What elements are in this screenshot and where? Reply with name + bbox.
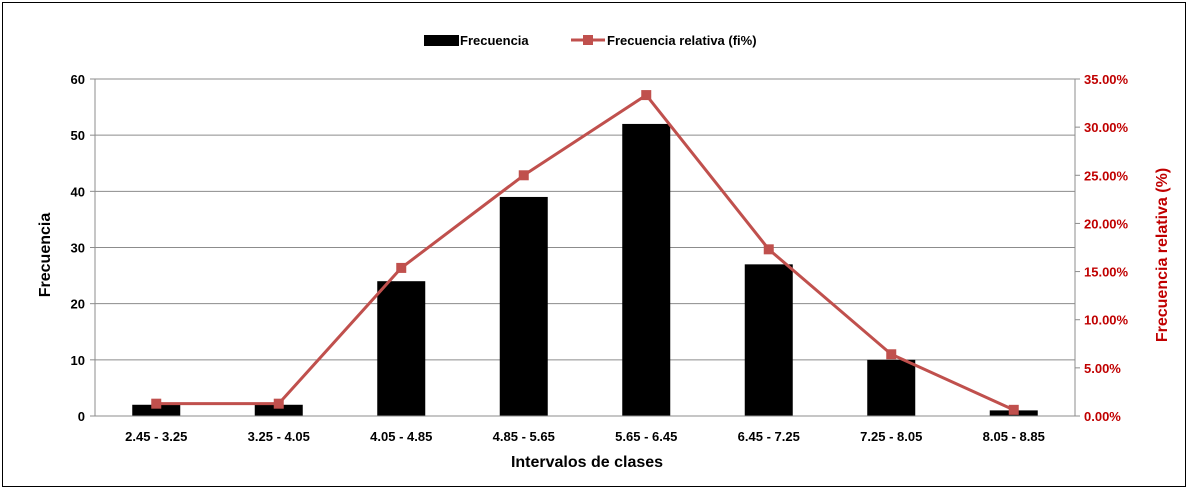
bar xyxy=(499,196,548,416)
right-tick-label: 0.00% xyxy=(1084,409,1121,424)
x-category-label: 4.05 - 4.85 xyxy=(370,429,432,444)
x-category-label: 6.45 - 7.25 xyxy=(738,429,800,444)
relative-frequency-marker xyxy=(273,398,284,409)
legend-line-marker xyxy=(583,35,593,45)
bar xyxy=(254,404,303,416)
relative-frequency-marker xyxy=(396,262,407,273)
x-category-label: 4.85 - 5.65 xyxy=(493,429,555,444)
right-tick-label: 35.00% xyxy=(1084,72,1129,87)
legend-line-label: Frecuencia relativa (fi%) xyxy=(607,33,757,48)
right-tick-label: 30.00% xyxy=(1084,120,1129,135)
right-axis-ticks: 0.00% 5.00% 10.00% 15.00% 20.00% 25.00% 30.00%… xyxy=(1075,72,1129,424)
frequency-histogram-chart: 0 10 20 30 40 50 60 0.00% 5.00% 10.00% 15.00% 20.0… xyxy=(37,33,1171,471)
x-category-label: 8.05 - 8.85 xyxy=(983,429,1045,444)
left-tick-label: 40 xyxy=(71,184,85,199)
right-tick-label: 25.00% xyxy=(1084,168,1129,183)
left-tick-label: 30 xyxy=(71,241,85,256)
y2-axis-title: Frecuencia relativa (%) xyxy=(1154,168,1171,342)
right-tick-label: 5.00% xyxy=(1084,361,1121,376)
y-axis-title: Frecuencia xyxy=(37,213,54,298)
left-tick-label: 0 xyxy=(78,409,85,424)
relative-frequency-marker xyxy=(1008,404,1019,415)
x-category-label: 7.25 - 8.05 xyxy=(860,429,922,444)
x-axis-title: Intervalos de clases xyxy=(511,454,663,471)
bar xyxy=(622,123,671,416)
left-tick-label: 50 xyxy=(71,128,85,143)
relative-frequency-marker xyxy=(886,349,897,360)
bar xyxy=(867,359,916,416)
x-category-label: 3.25 - 4.05 xyxy=(248,429,310,444)
left-tick-label: 10 xyxy=(71,353,85,368)
legend: Frecuencia Frecuencia relativa (fi%) xyxy=(424,33,757,48)
x-category-label: 2.45 - 3.25 xyxy=(125,429,187,444)
left-tick-label: 60 xyxy=(71,72,85,87)
relative-frequency-marker xyxy=(518,170,529,181)
relative-frequency-marker xyxy=(151,398,162,409)
legend-bar-swatch xyxy=(424,35,459,46)
relative-frequency-polyline xyxy=(156,93,1015,412)
bar xyxy=(377,281,426,416)
relative-frequency-line xyxy=(151,90,1019,415)
relative-frequency-marker xyxy=(763,244,774,255)
relative-frequency-marker xyxy=(641,90,652,101)
frequency-bars xyxy=(132,123,1038,416)
gridlines xyxy=(95,78,1075,361)
legend-bar-label: Frecuencia xyxy=(460,33,529,48)
right-tick-label: 20.00% xyxy=(1084,216,1129,231)
bar xyxy=(132,404,181,416)
right-tick-label: 10.00% xyxy=(1084,313,1129,328)
right-tick-label: 15.00% xyxy=(1084,265,1129,280)
left-axis-ticks: 0 10 20 30 40 50 60 xyxy=(71,72,95,424)
x-category-label: 5.65 - 6.45 xyxy=(615,429,677,444)
left-tick-label: 20 xyxy=(71,297,85,312)
x-axis-ticks: 2.45 - 3.25 3.25 - 4.05 4.05 - 4.85 4.85 - … xyxy=(125,429,1045,444)
bar xyxy=(744,264,793,416)
